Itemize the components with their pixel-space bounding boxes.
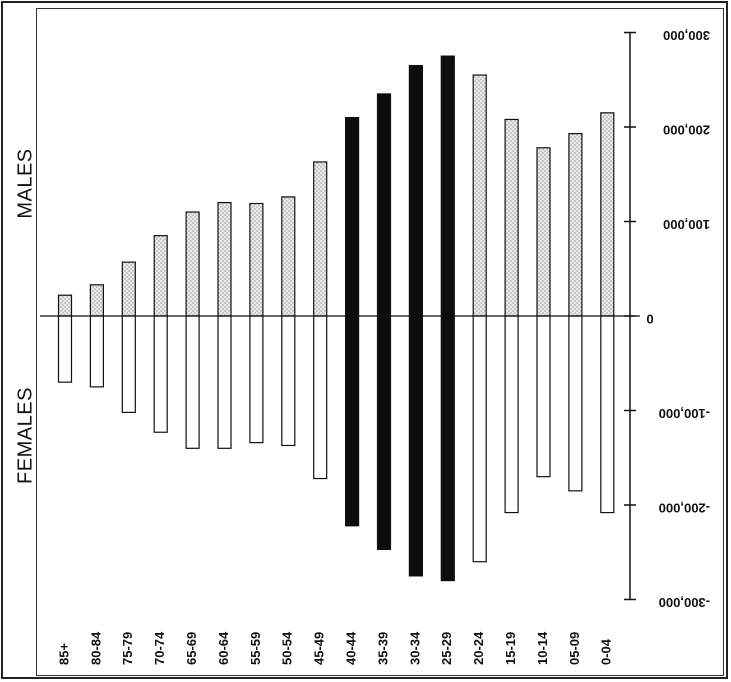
bars-group xyxy=(57,55,615,582)
female-bar-60-64 xyxy=(217,315,232,449)
x-tick-label: 70-74 xyxy=(152,631,167,665)
male-bar-25-29 xyxy=(440,55,455,317)
x-tick-label: 85+ xyxy=(56,643,71,665)
male-bar-50-54 xyxy=(281,196,296,317)
x-tick-label: 10-14 xyxy=(535,631,550,665)
female-bar-85+ xyxy=(57,315,73,383)
chart-frame xyxy=(36,8,724,676)
female-bar-15-19 xyxy=(504,315,519,514)
female-bar-45-49 xyxy=(313,315,328,480)
male-bar-30-34 xyxy=(408,64,423,317)
y-tick-label: 200,000 xyxy=(663,123,710,138)
y-tick-label: 100,000 xyxy=(663,217,710,232)
male-bar-40-44 xyxy=(345,116,360,317)
x-tick-label: 50-54 xyxy=(280,631,295,665)
x-tick-label: 20-24 xyxy=(471,631,486,665)
male-bar-45-49 xyxy=(313,161,328,317)
female-bar-50-54 xyxy=(281,315,296,447)
female-bar-25-29 xyxy=(440,315,455,582)
x-tick-label: 55-59 xyxy=(248,632,263,665)
x-tick-label: 25-29 xyxy=(439,632,454,665)
male-bar-65-69 xyxy=(185,211,200,317)
x-tick-label: 80-84 xyxy=(88,631,103,665)
female-bar-55-59 xyxy=(249,315,264,444)
female-bar-40-44 xyxy=(345,315,360,527)
y-tick-label: 300,000 xyxy=(663,28,710,43)
x-tick-label: 75-79 xyxy=(120,632,135,665)
male-bar-10-14 xyxy=(536,147,551,317)
female-bar-80-84 xyxy=(89,315,105,388)
female-bar-35-39 xyxy=(376,315,392,551)
x-tick-label: 45-49 xyxy=(312,632,327,665)
male-bar-35-39 xyxy=(376,93,392,317)
male-bar-70-74 xyxy=(153,235,168,317)
male-bar-75-79 xyxy=(121,261,136,317)
female-bar-65-69 xyxy=(185,315,200,449)
male-bar-05-09 xyxy=(568,133,583,317)
y-ticks-group: 300,000 200,000 100,000 0 -100,000 -200,000 -3… xyxy=(624,28,710,610)
female-bar-0-04 xyxy=(600,315,615,514)
x-tick-label: 0-04 xyxy=(599,638,614,665)
male-bar-20-24 xyxy=(472,74,487,317)
y-tick-label: -200,000 xyxy=(659,501,710,516)
male-bar-15-19 xyxy=(504,118,519,317)
y-tick-label: 0 xyxy=(646,312,653,327)
y-tick-label: -300,000 xyxy=(659,595,710,610)
male-bar-80-84 xyxy=(89,284,105,317)
male-bar-55-59 xyxy=(249,202,264,317)
x-tick-label: 60-64 xyxy=(216,631,231,665)
x-tick-label: 40-44 xyxy=(344,631,359,665)
female-bar-05-09 xyxy=(568,315,583,492)
x-tick-label: 05-09 xyxy=(567,632,582,665)
female-bar-75-79 xyxy=(121,315,136,413)
male-bar-85+ xyxy=(57,294,73,317)
x-tick-label: 65-69 xyxy=(184,632,199,665)
female-bar-30-34 xyxy=(408,315,423,577)
female-bar-10-14 xyxy=(536,315,551,478)
x-labels-group: 85+ 80-84 75-79 70-74 65-69 60-64 55-59 50-54 45… xyxy=(56,631,613,665)
x-tick-label: 35-39 xyxy=(375,632,390,665)
male-bar-0-04 xyxy=(600,112,615,317)
y-tick-label: -100,000 xyxy=(659,406,710,421)
x-tick-label: 30-34 xyxy=(407,631,422,665)
female-bar-20-24 xyxy=(472,315,487,563)
male-bar-60-64 xyxy=(217,202,232,317)
female-bar-70-74 xyxy=(153,315,168,433)
x-tick-label: 15-19 xyxy=(503,632,518,665)
